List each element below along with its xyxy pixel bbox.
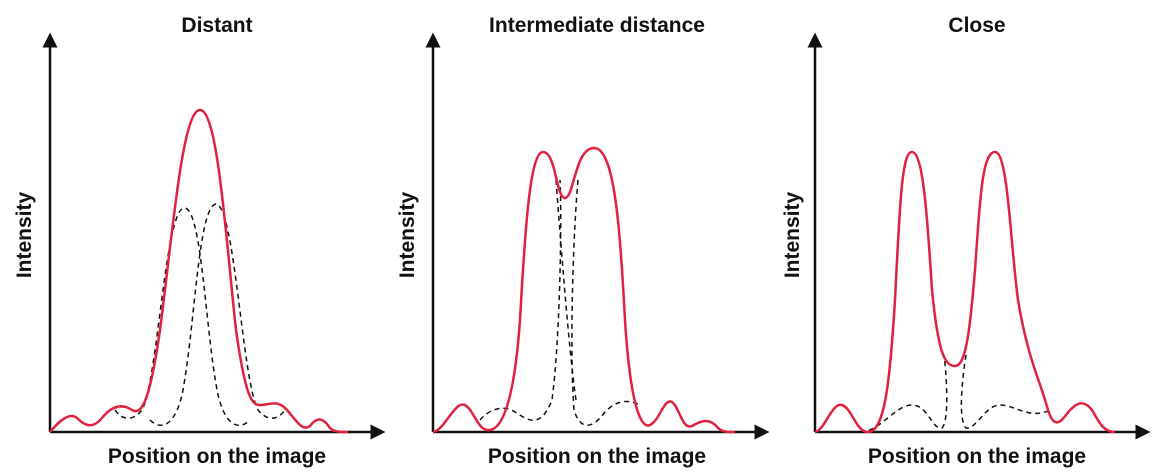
panel-title: Close bbox=[948, 14, 1005, 37]
panel-title: Intermediate distance bbox=[489, 14, 705, 37]
x-axis-label: Position on the image bbox=[108, 445, 326, 468]
component-curve bbox=[114, 207, 251, 426]
panel: Close Position on the image Intensity bbox=[781, 14, 1151, 468]
intensity-curve bbox=[49, 108, 349, 434]
component-curve bbox=[859, 354, 948, 433]
y-axis-label: Intensity bbox=[396, 192, 419, 279]
x-axis-label: Position on the image bbox=[868, 445, 1086, 468]
component-curve bbox=[149, 203, 286, 426]
panel: Intermediate distance Position on the im… bbox=[396, 14, 770, 468]
component-curve bbox=[571, 179, 641, 426]
panel: Distant Position on the image Intensity bbox=[13, 14, 386, 468]
panel-title: Distant bbox=[181, 14, 252, 37]
component-curve bbox=[960, 354, 1051, 429]
y-axis-label: Intensity bbox=[781, 192, 804, 279]
x-axis-label: Position on the image bbox=[488, 445, 706, 468]
y-axis-label: Intensity bbox=[13, 192, 36, 279]
intensity-curve bbox=[814, 150, 1116, 434]
component-curve bbox=[555, 179, 577, 401]
intensity-curve bbox=[432, 146, 736, 434]
